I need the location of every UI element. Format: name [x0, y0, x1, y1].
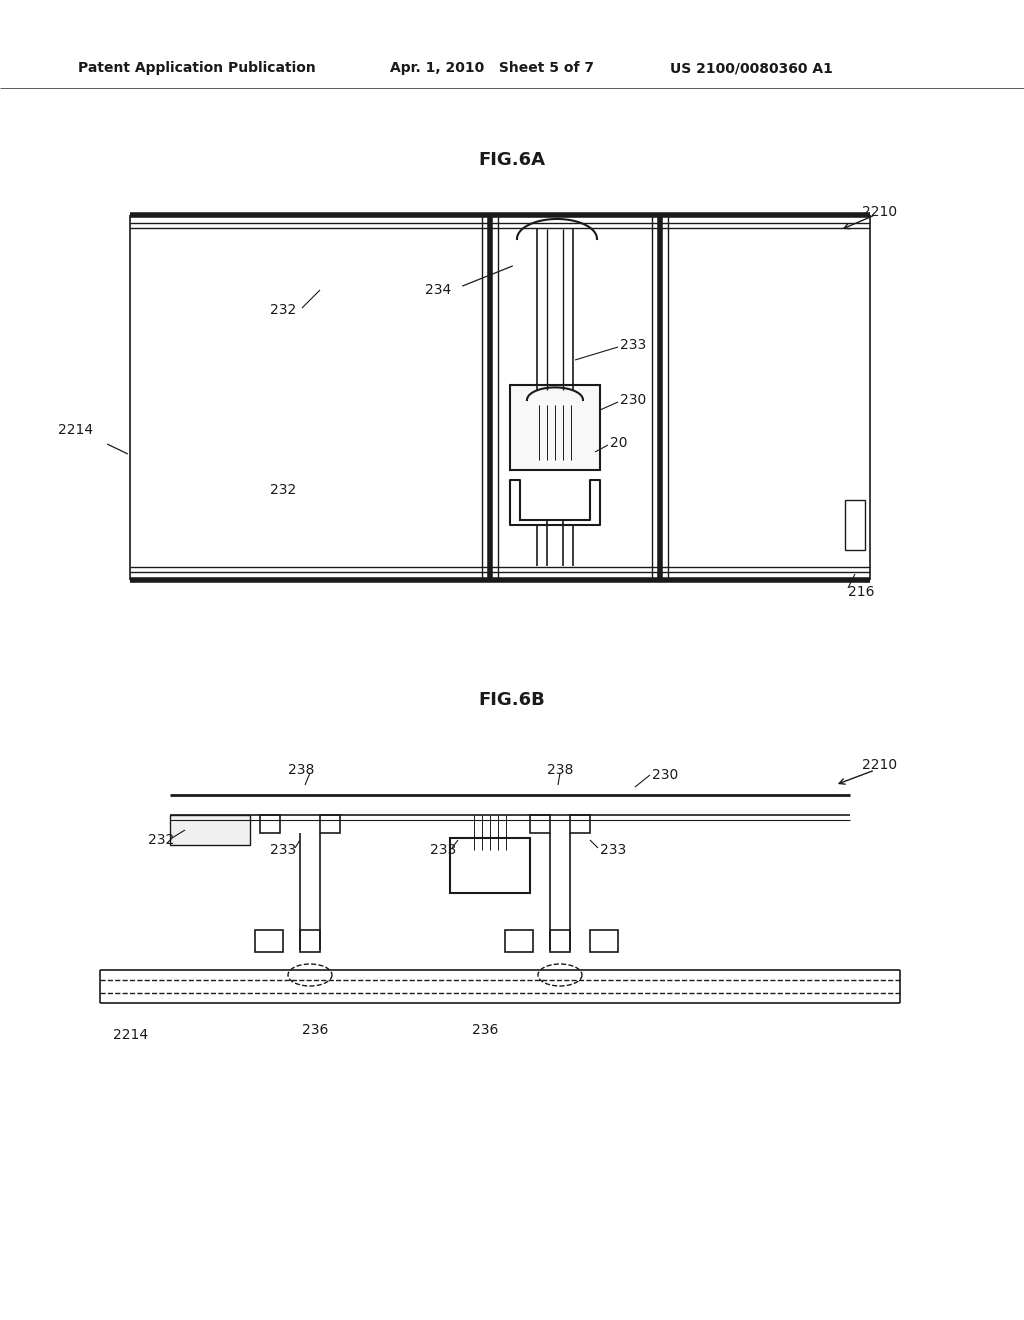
Text: 233: 233 [430, 843, 457, 857]
Text: 232: 232 [270, 304, 296, 317]
Bar [170, 814, 250, 845]
Text: 232: 232 [148, 833, 174, 847]
Text: 233: 233 [270, 843, 296, 857]
Text: 236: 236 [472, 1023, 499, 1038]
Text: US 2100/0080360 A1: US 2100/0080360 A1 [670, 61, 833, 75]
Bar [300, 931, 319, 952]
Bar [450, 838, 530, 894]
Bar [255, 931, 283, 952]
Text: 230: 230 [652, 768, 678, 781]
Text: 2210: 2210 [862, 758, 897, 772]
Text: 230: 230 [620, 393, 646, 407]
Text: 238: 238 [288, 763, 314, 777]
Bar [505, 931, 534, 952]
Text: Apr. 1, 2010   Sheet 5 of 7: Apr. 1, 2010 Sheet 5 of 7 [390, 61, 594, 75]
Text: FIG.6B: FIG.6B [478, 690, 546, 709]
Text: 2214: 2214 [58, 422, 93, 437]
Text: 20: 20 [610, 436, 628, 450]
Text: 233: 233 [620, 338, 646, 352]
Text: 236: 236 [302, 1023, 328, 1038]
Bar [550, 931, 570, 952]
Bar [530, 814, 550, 833]
Text: 233: 233 [600, 843, 627, 857]
Text: 238: 238 [547, 763, 573, 777]
Bar [570, 814, 590, 833]
Bar [319, 814, 340, 833]
Text: 234: 234 [425, 282, 452, 297]
Text: 2210: 2210 [862, 205, 897, 219]
Text: 232: 232 [270, 483, 296, 498]
Bar [510, 385, 600, 470]
Bar [590, 931, 618, 952]
Text: 2214: 2214 [113, 1028, 148, 1041]
Text: FIG.6A: FIG.6A [478, 150, 546, 169]
Bar [845, 500, 865, 550]
Text: Patent Application Publication: Patent Application Publication [78, 61, 315, 75]
Text: 216: 216 [848, 585, 874, 599]
Bar [260, 814, 280, 833]
